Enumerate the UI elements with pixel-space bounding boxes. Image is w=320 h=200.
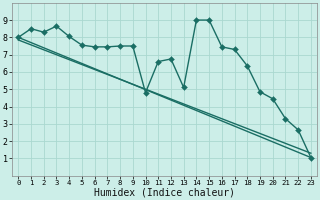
X-axis label: Humidex (Indice chaleur): Humidex (Indice chaleur) [94,187,235,197]
